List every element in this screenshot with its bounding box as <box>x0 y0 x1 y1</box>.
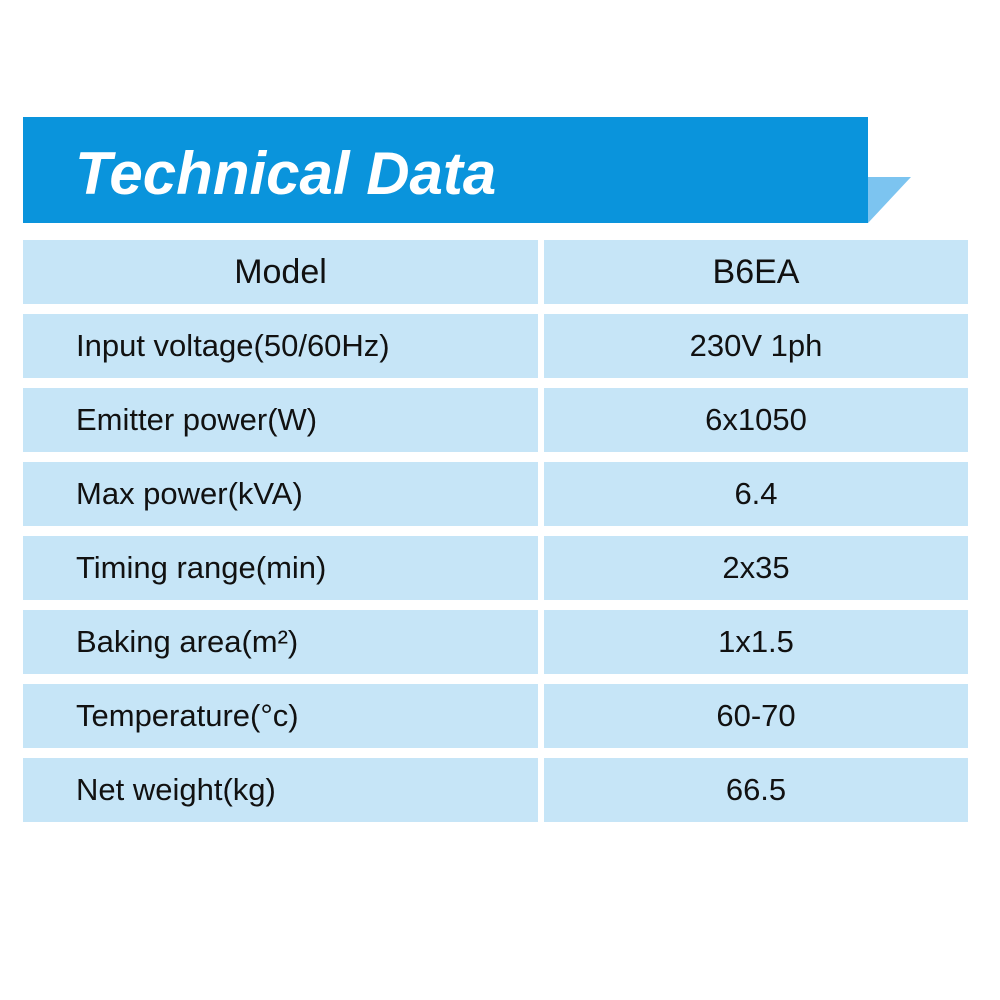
value-cell: 6.4 <box>544 462 968 526</box>
title: Technical Data <box>75 140 497 207</box>
value-cell: 1x1.5 <box>544 610 968 674</box>
label-cell: Net weight(kg) <box>23 758 538 822</box>
label-cell: Temperature(°c) <box>23 684 538 748</box>
value-cell: 66.5 <box>544 758 968 822</box>
label-cell: Max power(kVA) <box>23 462 538 526</box>
banner-tab <box>868 177 911 223</box>
header-cell: Model <box>23 240 538 304</box>
label-cell: Emitter power(W) <box>23 388 538 452</box>
header-cell: B6EA <box>544 240 968 304</box>
label-cell: Input voltage(50/60Hz) <box>23 314 538 378</box>
value-cell: 230V 1ph <box>544 314 968 378</box>
title-banner <box>23 117 868 223</box>
label-cell: Baking area(m²) <box>23 610 538 674</box>
value-cell: 6x1050 <box>544 388 968 452</box>
value-cell: 60-70 <box>544 684 968 748</box>
value-cell: 2x35 <box>544 536 968 600</box>
label-cell: Timing range(min) <box>23 536 538 600</box>
